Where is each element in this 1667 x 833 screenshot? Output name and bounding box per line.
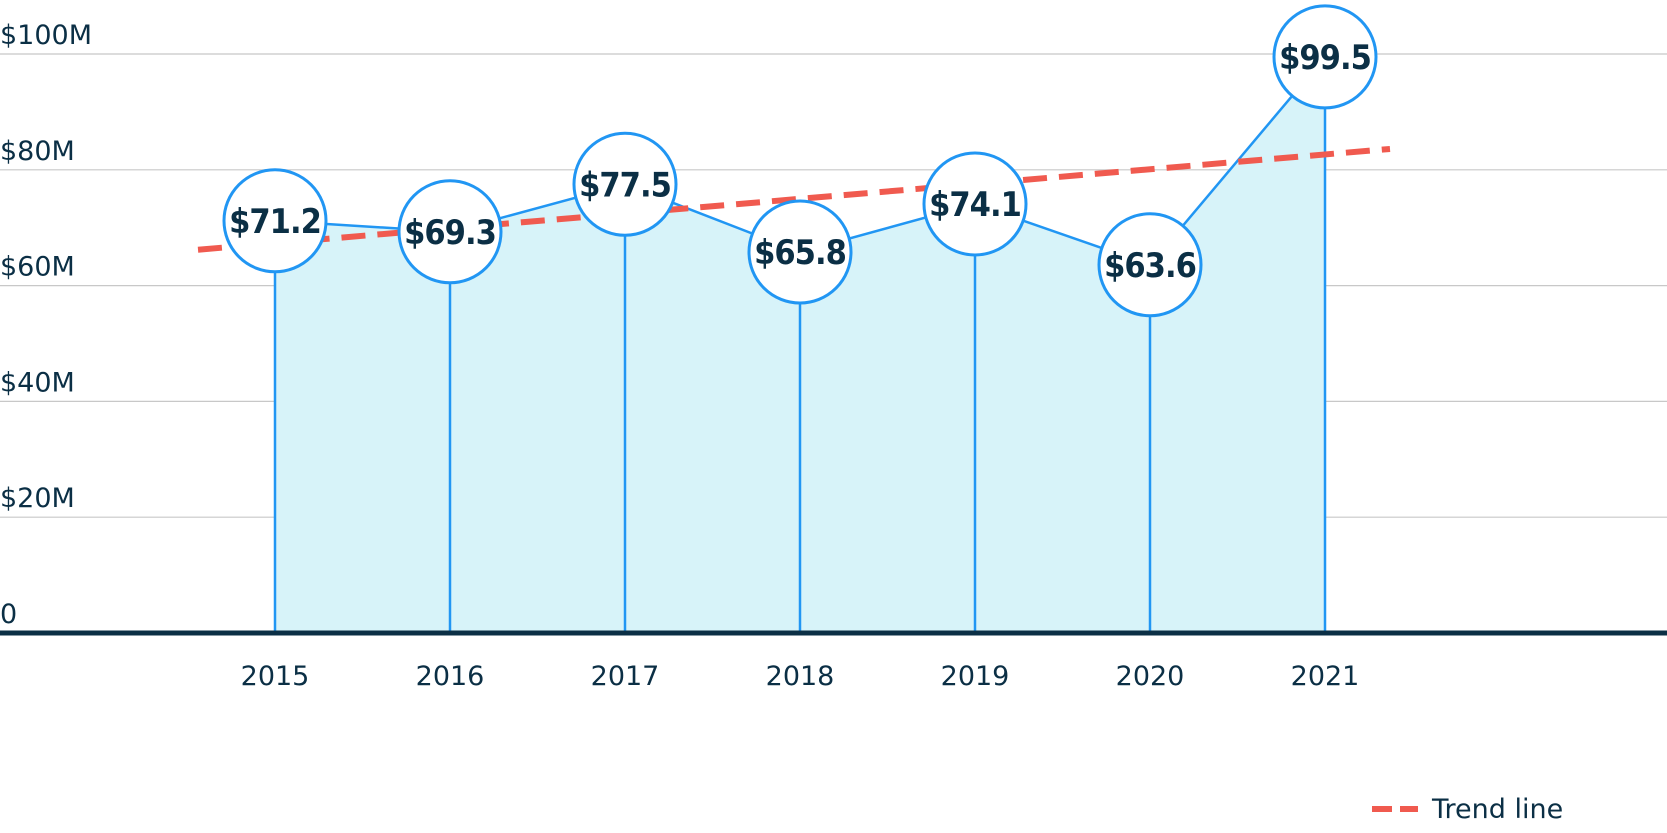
data-label: $63.6 <box>1104 246 1196 286</box>
data-point-marker <box>1097 212 1203 318</box>
y-tick-label: $100M <box>0 20 92 51</box>
x-tick-label: 2021 <box>1291 661 1360 692</box>
data-label: $69.3 <box>404 213 496 253</box>
legend-trend-label: Trend line <box>1431 794 1563 825</box>
data-point-marker <box>222 168 328 274</box>
data-label: $71.2 <box>229 202 321 242</box>
y-tick-label: 0 <box>0 599 17 630</box>
marker-layer: $71.2 $69.3 $77.5 $65.8 $74.1 $63.6 $99.5 <box>222 4 1378 318</box>
data-point-marker <box>922 151 1028 257</box>
legend: Trend line <box>1372 794 1563 825</box>
data-point-marker <box>572 131 678 237</box>
data-label: $99.5 <box>1279 38 1371 78</box>
x-tick-label: 2020 <box>1116 661 1185 692</box>
data-label: $65.8 <box>754 233 846 273</box>
y-tick-label: $20M <box>0 483 75 514</box>
data-point-marker <box>397 179 503 285</box>
x-tick-label: 2016 <box>416 661 485 692</box>
data-label: $77.5 <box>579 165 671 205</box>
data-label: $74.1 <box>929 185 1021 225</box>
x-tick-label: 2019 <box>941 661 1010 692</box>
data-point-marker <box>747 199 853 305</box>
y-tick-labels: 0 $20M $40M $60M $80M $100M <box>0 20 92 630</box>
y-tick-label: $80M <box>0 136 75 167</box>
trend-line <box>197 145 1391 253</box>
x-tick-label: 2015 <box>241 661 310 692</box>
y-tick-label: $60M <box>0 252 75 283</box>
x-tick-labels: 2015 2016 2017 2018 2019 2020 2021 <box>241 661 1360 692</box>
x-tick-label: 2018 <box>766 661 835 692</box>
data-point-marker <box>1272 4 1378 110</box>
y-tick-label: $40M <box>0 367 75 398</box>
x-tick-label: 2017 <box>591 661 660 692</box>
trend-layer <box>197 145 1391 253</box>
